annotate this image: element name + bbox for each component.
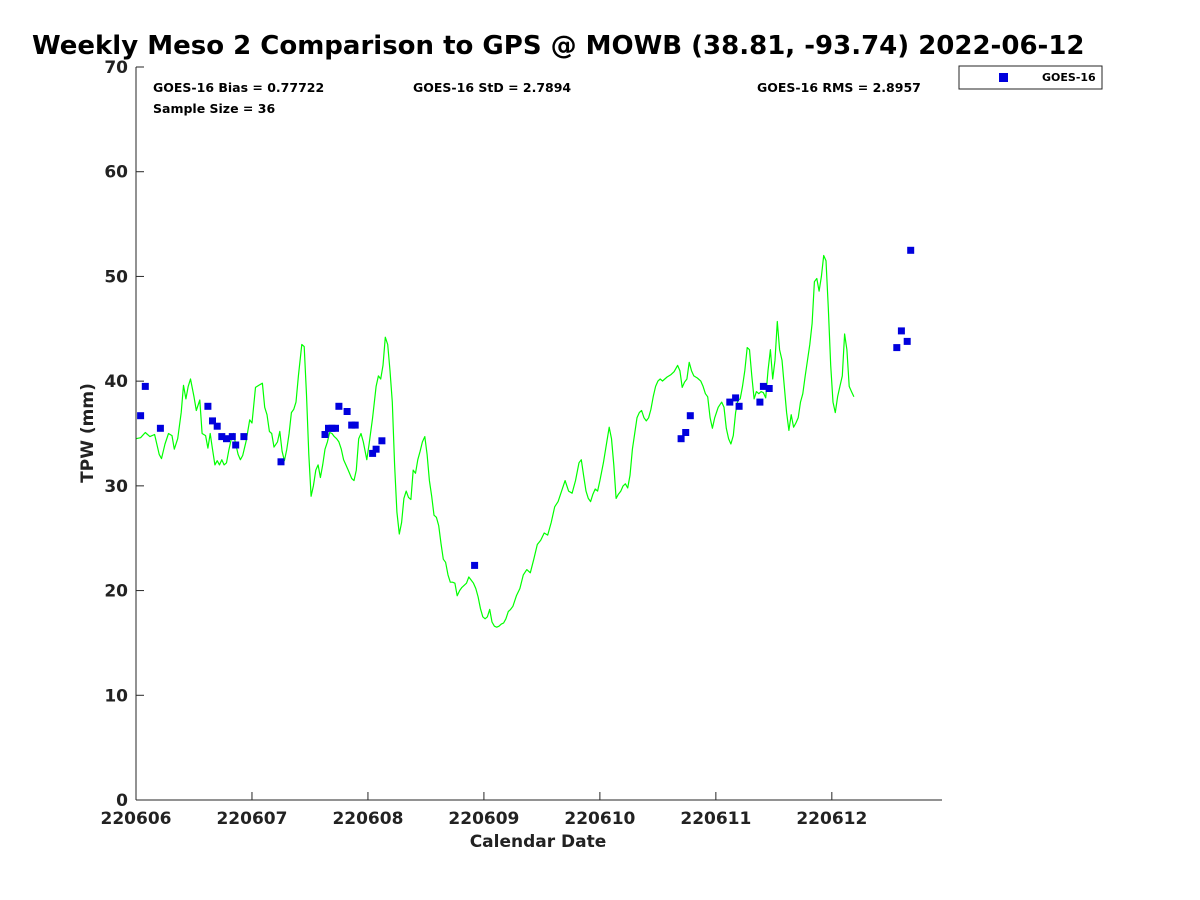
goes16-point — [759, 382, 767, 390]
y-tick-label: 40 — [104, 372, 128, 392]
goes16-point — [213, 422, 221, 430]
goes16-point — [726, 398, 734, 406]
goes16-point — [228, 433, 236, 441]
goes16-point — [240, 433, 248, 441]
x-tick-label: 220606 — [101, 809, 172, 829]
goes16-point — [682, 429, 690, 436]
goes16-point — [137, 412, 145, 420]
goes16-point — [277, 458, 285, 466]
goes16-point — [378, 437, 386, 445]
legend: GOES-16 — [958, 65, 1103, 90]
plot-area — [135, 67, 942, 800]
x-ticks: 220606 220607 220608 220609 220610 220611 2206… — [101, 792, 867, 829]
x-axis-label: Calendar Date — [470, 832, 607, 852]
goes16-point — [372, 445, 380, 453]
goes16-point — [343, 408, 351, 415]
x-tick-label: 220610 — [564, 809, 635, 829]
goes16-point — [907, 246, 915, 254]
x-tick-label: 220612 — [796, 809, 867, 829]
goes16-point — [893, 344, 901, 352]
legend-marker-goes16 — [999, 73, 1008, 82]
goes16-point — [732, 394, 740, 402]
rms-text: GOES-16 RMS = 2.8957 — [757, 80, 921, 95]
goes16-point — [209, 417, 216, 425]
sample-size-text: Sample Size = 36 — [153, 101, 275, 116]
chart-title: Weekly Meso 2 Comparison to GPS @ MOWB (… — [32, 31, 1085, 61]
goes16-point — [677, 435, 685, 443]
legend-box — [958, 65, 1103, 90]
goes16-point — [765, 385, 773, 392]
gps-series — [135, 254, 855, 628]
gps-line — [135, 254, 855, 628]
std-text: GOES-16 StD = 2.7894 — [413, 80, 571, 95]
x-tick-label: 220608 — [332, 809, 403, 829]
goes16-point — [335, 402, 343, 410]
y-ticks: 0 10 20 30 40 50 60 70 — [104, 58, 144, 811]
x-tick-label: 220611 — [680, 809, 751, 829]
goes16-point — [218, 433, 226, 441]
x-tick-label: 220609 — [448, 809, 519, 829]
y-tick-label: 70 — [104, 58, 128, 78]
plot-background — [136, 67, 942, 800]
y-tick-label: 20 — [104, 582, 128, 602]
goes16-point — [156, 424, 164, 432]
goes16-point — [204, 402, 212, 410]
y-axis-label: TPW (mm) — [78, 383, 98, 483]
goes16-point — [369, 449, 377, 457]
x-tick-label: 220607 — [216, 809, 287, 829]
goes16-point — [471, 561, 479, 569]
y-tick-label: 0 — [116, 791, 128, 811]
goes16-point — [735, 402, 743, 410]
goes16-point — [332, 424, 339, 432]
legend-label-goes16: GOES-16 — [1042, 71, 1096, 84]
goes16-point — [232, 441, 240, 449]
goes16-point — [686, 412, 694, 420]
goes16-point — [321, 431, 329, 438]
y-tick-label: 30 — [104, 477, 128, 497]
goes16-point — [903, 337, 911, 345]
y-tick-label: 50 — [104, 267, 128, 287]
axes: 0 10 20 30 40 50 60 70 220606 220607 220608 220609… — [101, 58, 942, 829]
goes16-point — [756, 398, 764, 406]
goes16-point — [351, 421, 359, 429]
goes16-point — [223, 435, 230, 443]
goes16-point — [897, 327, 905, 335]
y-tick-label: 60 — [104, 163, 128, 183]
stats-annotation: GOES-16 Bias = 0.77722 GOES-16 StD = 2.7… — [153, 80, 921, 116]
bias-text: GOES-16 Bias = 0.77722 — [153, 80, 324, 95]
goes16-point — [141, 382, 149, 390]
goes-series — [137, 246, 915, 569]
y-tick-label: 10 — [104, 686, 128, 706]
